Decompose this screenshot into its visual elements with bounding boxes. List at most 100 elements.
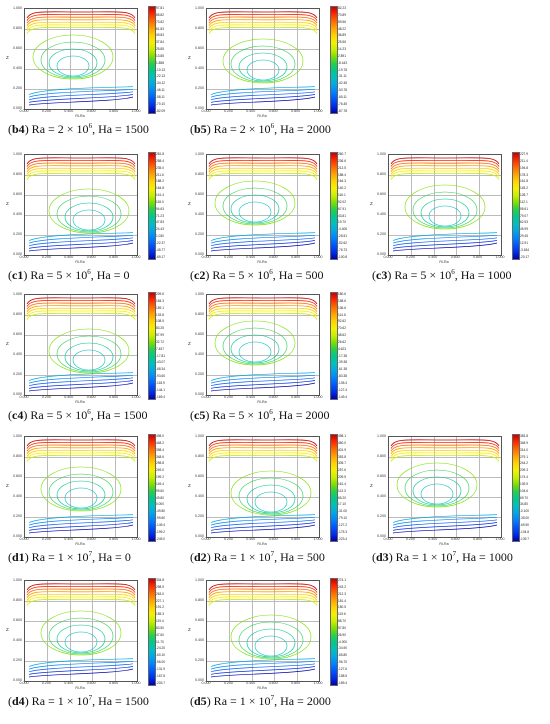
hot-isoline [390, 167, 500, 175]
mid-isoline [428, 205, 462, 227]
y-tick-label: 0.000 [195, 678, 204, 682]
x-tick-label: 0.000 [19, 395, 29, 399]
hot-isoline [208, 591, 318, 599]
hot-isoline [208, 297, 318, 305]
colorbar-level-label: -34.90 [338, 646, 348, 651]
gridline [25, 517, 137, 518]
colorbar-level-label: -28.51 [338, 234, 348, 239]
colorbar-level-label: 82.23 [338, 6, 346, 10]
x-tick-label: 0.000 [201, 395, 211, 399]
contour-plot [206, 154, 320, 256]
y-tick-label: 0.400 [377, 494, 386, 498]
hot-isoline [208, 583, 318, 591]
panel-caption: (d5) Ra = 1 × 107, Ha = 2000 [190, 694, 331, 708]
hot-isoline [208, 596, 318, 604]
y-tick-label: 0.200 [13, 372, 22, 376]
x-tick-label: 0.400 [64, 109, 74, 113]
colorbar-level-label: -96.00 [156, 660, 166, 665]
hot-isoline [26, 165, 136, 173]
colorbar-level-label: 65.20 [338, 495, 346, 500]
y-tick-label: 0.800 [195, 312, 204, 316]
cold-isoline [210, 234, 316, 244]
mid-isoline [238, 477, 304, 515]
y-tick-label: 0.600 [195, 192, 204, 196]
y-tick-label: 0.000 [13, 252, 22, 256]
hot-isoline [208, 299, 318, 307]
hot-isoline [208, 593, 318, 601]
x-tick-label: 0.400 [64, 537, 74, 541]
panel-caption: (c5) Ra = 5 × 106, Ha = 2000 [190, 408, 330, 422]
colorbar [148, 578, 156, 686]
colorbar-level-label: 149.4 [156, 481, 164, 486]
colorbar-level-label: 260.7 [338, 152, 346, 156]
cold-isoline [28, 242, 134, 252]
gridline [274, 437, 276, 537]
colorbar-level-label: 118.0 [156, 199, 164, 204]
hot-isoline [208, 307, 318, 315]
cold-isoline [28, 380, 134, 389]
panel-id: c2 [194, 268, 206, 282]
isotherm-contours [208, 297, 318, 392]
hot-isoline [208, 447, 318, 455]
panel-id: c5 [194, 408, 206, 422]
colorbar-level-label: 150.5 [338, 605, 346, 610]
colorbar-level-label: -131.9 [156, 666, 166, 671]
colorbar [148, 152, 156, 260]
gridline [207, 355, 319, 356]
x-tick-label: 1.000 [131, 395, 141, 399]
y-tick-label: 0.400 [195, 638, 204, 642]
colorbar-level-label: 24.43 [156, 227, 164, 232]
gridline [251, 437, 253, 537]
colorbar-level-label: 274.1 [338, 578, 346, 582]
mid-isoline [40, 466, 122, 512]
colorbar-level-label: 194.8 [520, 165, 528, 170]
x-axis-label: Ri-Ra [257, 542, 267, 546]
x-tick-label: 0.600 [450, 537, 460, 541]
colorbar-level-label: -149.4 [156, 522, 166, 527]
gridline [25, 89, 137, 90]
colorbar-level-label: -31.11 [338, 74, 347, 79]
isotherm-contours [208, 583, 318, 678]
gridline [25, 661, 137, 662]
gridline [229, 581, 231, 681]
gridline [433, 155, 435, 255]
panel-d4: Z 1.000 0.800 0.600 0.400 0.200 0.000 0.000 0.20… [4, 574, 182, 714]
colorbar-level-label: 1.030 [156, 234, 164, 239]
panel-caption: (d1) Ra = 1 × 107, Ha = 0 [8, 550, 131, 564]
mid-isoline [222, 327, 288, 365]
y-axis-label: Z [6, 483, 9, 488]
colorbar-level-label: 348.9 [520, 440, 528, 445]
colorbar-level-label: -69.17 [156, 254, 166, 259]
hot-isoline [208, 441, 318, 449]
y-tick-label: 0.400 [13, 494, 22, 498]
x-tick-label: 0.000 [19, 109, 29, 113]
mid-isoline [254, 635, 288, 657]
y-tick-label: 0.000 [13, 392, 22, 396]
x-tick-label: 0.000 [201, 109, 211, 113]
gridline [389, 235, 501, 236]
y-axis-label: Z [188, 55, 191, 60]
colorbar-level-label: -45.77 [156, 247, 166, 252]
colorbar [330, 152, 338, 260]
cold-isoline [28, 524, 134, 534]
colorbar-level-label: -42.45 [338, 81, 348, 86]
hot-isoline [208, 21, 318, 29]
colorbar-level-label: -203.7 [156, 680, 166, 685]
y-tick-label: 0.200 [195, 514, 204, 518]
gridline [25, 69, 137, 70]
colorbar-level-label: 141.4 [156, 193, 164, 198]
cold-isoline [392, 234, 498, 244]
y-tick-label: 0.200 [377, 232, 386, 236]
colorbar-level-label: 209.3 [520, 468, 528, 473]
gridline [251, 581, 253, 681]
colorbar-level-label: 257.6 [338, 468, 346, 473]
cold-isoline [210, 232, 316, 241]
gridline [207, 661, 319, 662]
y-tick-label: 0.200 [13, 232, 22, 236]
gridline [251, 295, 253, 395]
exponent: 6 [269, 408, 273, 416]
colorbar-level-label: -46.11 [156, 88, 165, 93]
y-tick-label: 1.000 [377, 152, 386, 156]
gridline [25, 497, 137, 498]
panel-caption: (c4) Ra = 5 × 106, Ha = 1500 [8, 408, 148, 422]
